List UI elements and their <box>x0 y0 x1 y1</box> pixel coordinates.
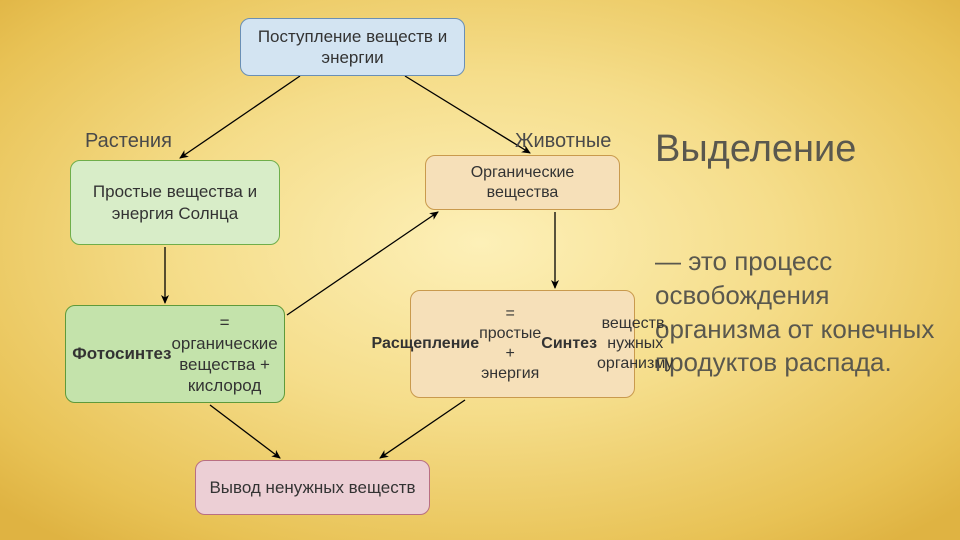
side-body: — это процесс освобождения организма от … <box>655 245 945 380</box>
node-intake: Поступление веществ и энергии <box>240 18 465 76</box>
label-plants: Растения <box>85 130 172 153</box>
label-animals: Животные <box>515 130 611 153</box>
node-animals-organic: Органические вещества <box>425 155 620 210</box>
node-output: Вывод ненужных веществ <box>195 460 430 515</box>
node-photosynthesis: Фотосинтез = органические вещества + кис… <box>65 305 285 403</box>
side-title: Выделение <box>655 130 955 170</box>
node-digestion: Расщепление = простые + энергияСинтез ве… <box>410 290 635 398</box>
node-plants-simple: Простые вещества и энергия Солнца <box>70 160 280 245</box>
